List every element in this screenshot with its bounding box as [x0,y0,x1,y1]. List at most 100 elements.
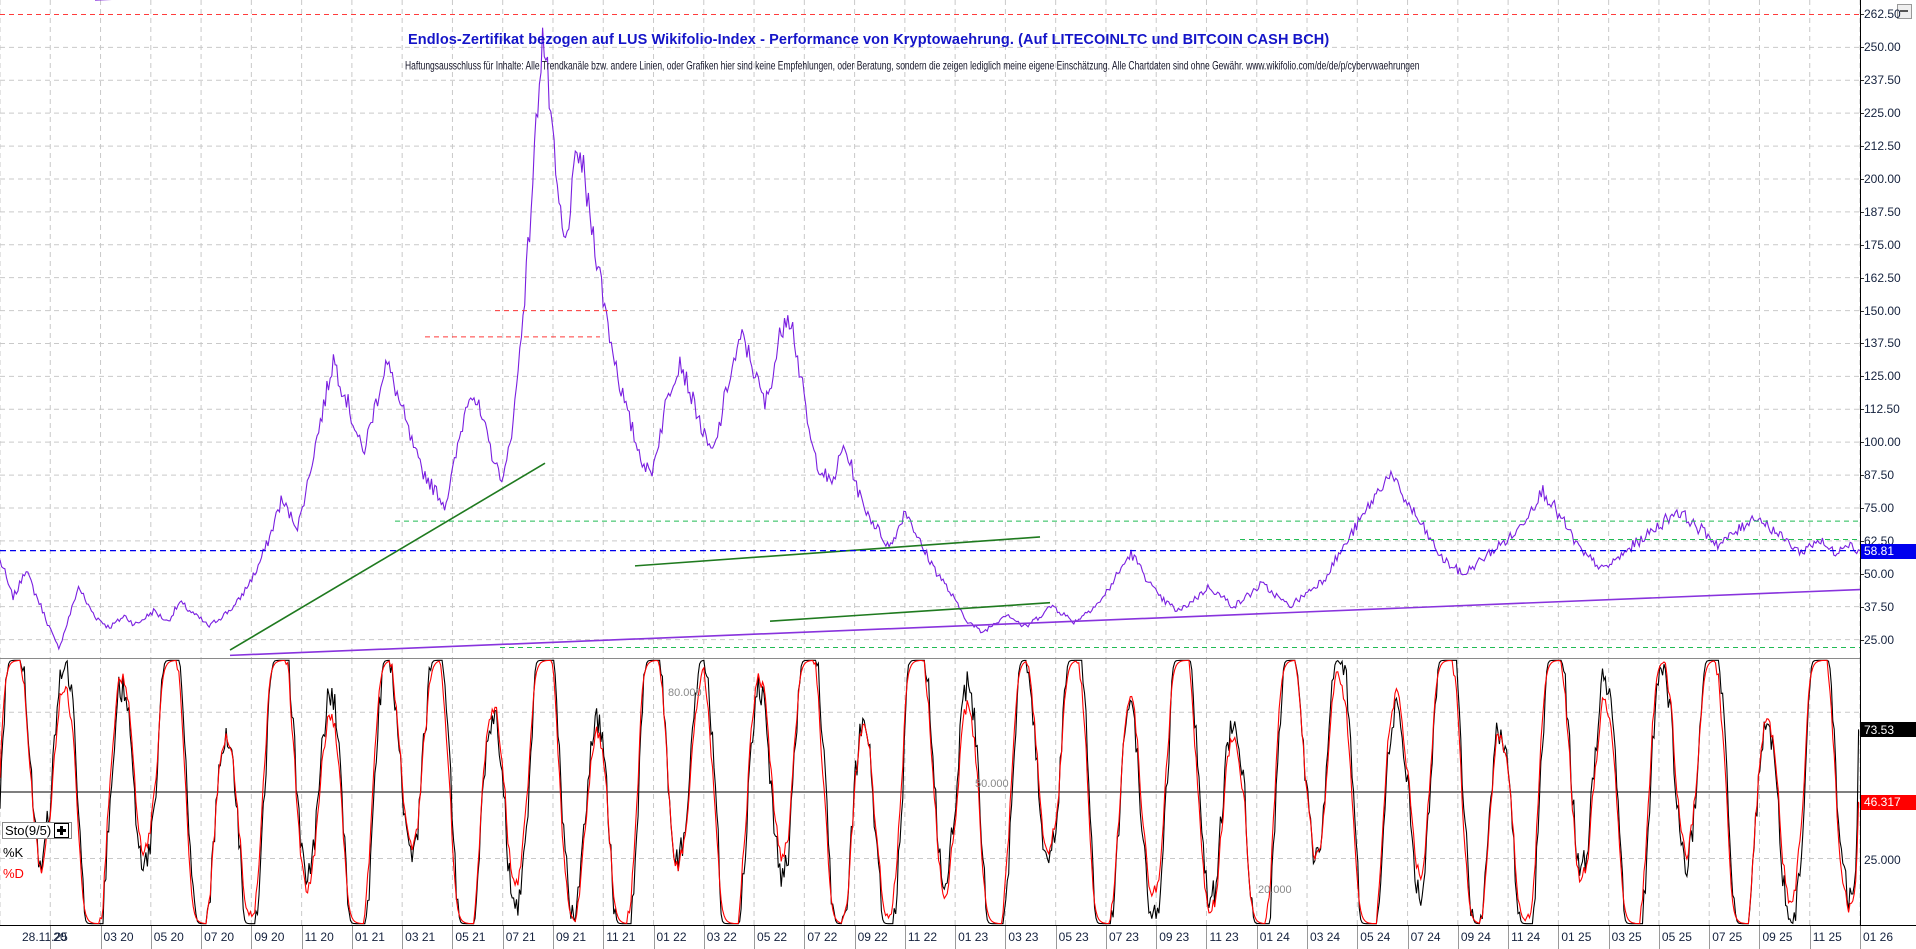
date-tick-label: 05 21 [455,930,486,944]
date-tick-label: 01 24 [1259,930,1290,944]
date-tick [1055,926,1057,949]
date-tick [754,926,756,949]
price-tick-label: 50.00 [1860,566,1895,581]
date-tick [502,926,504,949]
date-tick [1457,926,1459,949]
price-tick-label: 137.50 [1861,336,1901,351]
date-tick [1307,926,1309,949]
price-tick-label: 25.00 [1860,632,1895,647]
price-tick-label: 250.00 [1861,40,1901,55]
date-tick [351,926,353,949]
date-tick-label: 11 23 [1209,930,1239,944]
date-tick-label: 09 23 [1159,930,1190,944]
date-tick [703,926,705,949]
chart-disclaimer: Haftungsausschluss für Inhalte: Alle Tre… [405,58,1420,73]
indicator-level-50-label: 50.000 [975,778,1009,790]
date-tick-label: 03 24 [1310,930,1341,944]
date-tick-label: 03 22 [706,930,737,944]
stochastic-indicator-panel[interactable] [0,659,1860,925]
date-tick [1508,926,1510,949]
date-tick-label: 11 22 [907,930,937,944]
date-tick [1256,926,1258,949]
last-price-label: 58.81 [1861,543,1916,559]
date-axis[interactable]: 28.11.25 20 03 20 05 20 07 20 09 20 11 20 01 21… [0,925,1916,949]
date-tick-label: 05 25 [1661,930,1692,944]
date-tick-label: 11 20 [304,930,334,944]
date-tick-label: 07 23 [1108,930,1139,944]
price-tick-label: 175.00 [1861,237,1901,252]
date-tick [452,926,454,949]
date-tick-label: 03 23 [1008,930,1039,944]
date-tick [653,926,655,949]
date-tick-label: 03 25 [1611,930,1642,944]
collapse-icon[interactable] [1897,4,1912,19]
date-tick [1809,926,1811,949]
date-tick [854,926,856,949]
indicator-legend[interactable]: Sto(9/5) [2,822,73,840]
date-tick-label: 09 21 [555,930,586,944]
indicator-level-20-label: 20.000 [1258,884,1292,896]
date-tick [1709,926,1711,949]
date-tick [1860,926,1861,949]
price-tick-label: 100.00 [1861,435,1901,450]
indicator-name-box[interactable]: Sto(9/5) [2,822,73,839]
indicator-level-80-label: 80.000 [668,687,702,699]
date-tick-label: 05 20 [153,930,184,944]
date-tick-label: 07 20 [204,930,235,944]
price-tick-label: 225.00 [1861,106,1901,121]
date-tick [1759,926,1761,949]
price-tick-label: 212.50 [1861,139,1901,154]
date-tick [301,926,303,949]
date-tick [251,926,253,949]
date-tick-label: 07 21 [505,930,536,944]
plus-icon[interactable] [54,823,70,838]
indicator-series-layer [0,659,1860,925]
date-tick-label: 09 24 [1460,930,1491,944]
date-tick-label: 01 25 [1561,930,1592,944]
date-tick-label: 07 25 [1712,930,1743,944]
date-tick [552,926,554,949]
date-tick [201,926,203,949]
date-tick [1105,926,1107,949]
date-tick-label: 07 24 [1410,930,1441,944]
date-tick-label: 01 22 [656,930,687,944]
date-tick-label: 01 26 [1863,930,1894,944]
date-tick [1156,926,1158,949]
price-axis[interactable]: 262.50 250.00 237.50 225.00 212.50 200.00 187.… [1860,0,1916,925]
series-d-label: %D [3,866,24,881]
date-tick [904,926,906,949]
date-tick-label: 05 24 [1360,930,1391,944]
price-tick-label: 187.50 [1861,204,1901,219]
date-tick-label: 01 23 [958,930,989,944]
date-tick-label: 03 20 [103,930,134,944]
price-chart-panel[interactable] [0,0,1860,658]
date-tick-label: 07 22 [807,930,838,944]
date-tick [1357,926,1359,949]
price-series-layer [0,0,1860,657]
date-tick-label: 03 21 [405,930,436,944]
date-tick [1005,926,1007,949]
date-tick-label: 28.11.25 [22,930,68,944]
date-tick [1558,926,1560,949]
date-tick [100,926,102,949]
date-tick [402,926,404,949]
date-tick [1206,926,1208,949]
date-tick-label: 11 25 [1812,930,1842,944]
date-tick [1658,926,1660,949]
date-tick [603,926,605,949]
indicator-k-value-label: 73.53 [1861,722,1916,738]
date-tick-label: 11 21 [606,930,636,944]
panel-divider [0,658,1860,659]
price-plot-area[interactable] [0,0,1860,658]
price-tick-label: 237.50 [1861,73,1901,88]
indicator-name-label: Sto(9/5) [5,823,52,838]
date-tick [50,926,52,949]
date-tick-label: 20 [53,930,67,944]
price-tick-label: 262.50 [1861,7,1901,22]
price-tick-label: 75.00 [1860,500,1895,515]
indicator-plot-area[interactable] [0,659,1860,925]
price-tick-label: 150.00 [1861,303,1901,318]
date-tick-label: 05 23 [1058,930,1089,944]
price-tick-label: 162.50 [1861,270,1901,285]
